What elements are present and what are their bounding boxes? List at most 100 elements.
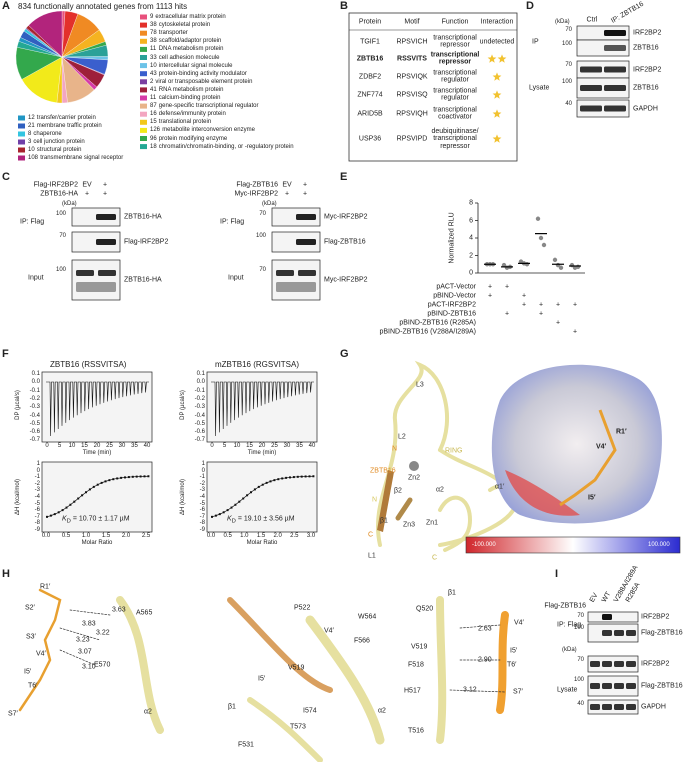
marker: 100 xyxy=(573,624,584,631)
legend-swatch xyxy=(140,111,147,117)
legend-swatch xyxy=(18,147,25,153)
sign: + xyxy=(572,301,578,309)
x-axis-label: Time (min) xyxy=(82,449,112,456)
tick-label: 2.5 xyxy=(141,532,151,539)
tick-label: -9 xyxy=(34,526,40,533)
tick-label: -0.7 xyxy=(194,437,205,444)
pie-slice xyxy=(28,10,63,58)
residue-label: 3.22 xyxy=(96,629,110,637)
table-header: Motif xyxy=(404,18,420,26)
tick-label: -8 xyxy=(199,520,205,527)
residue-label: R1′ xyxy=(40,583,51,591)
legend-swatch xyxy=(18,131,25,137)
legend-swatch xyxy=(140,136,147,141)
color-scale xyxy=(465,536,681,554)
legend-swatch xyxy=(140,71,147,77)
marker: 100 xyxy=(561,40,572,47)
sign: + xyxy=(102,181,108,189)
structure-label: L3 xyxy=(416,381,424,389)
panel-label: H xyxy=(2,568,10,581)
tick-label: 25 xyxy=(271,442,278,449)
group-label: IP: Flag xyxy=(20,218,45,226)
blot xyxy=(587,623,639,643)
legend-count: 8 xyxy=(28,130,32,137)
x-axis-label: Time (min) xyxy=(247,449,277,456)
kd-part: D xyxy=(231,518,236,525)
marker: 70 xyxy=(259,210,266,217)
kd-part: K xyxy=(227,515,232,523)
tick-label: -4 xyxy=(34,493,40,500)
band-label: ZBTB16-HA xyxy=(124,276,162,284)
structure-label: Zn2 xyxy=(408,474,421,482)
residue-label: T6′ xyxy=(507,661,517,669)
table-cell: transcriptional repressor xyxy=(433,34,477,49)
tick-label: -9 xyxy=(199,526,205,533)
legend-count: 38 xyxy=(150,21,157,28)
structure-label: RING xyxy=(445,447,463,455)
tick-label: 0.0 xyxy=(41,532,51,539)
structure-label: C xyxy=(368,531,374,539)
blot-band xyxy=(626,683,636,689)
kd-text: KD = 19.10 ± 3.56 µM xyxy=(227,515,295,525)
legend-count: 126 xyxy=(150,127,161,134)
tick-label: 25 xyxy=(106,442,113,449)
lane-label: EV xyxy=(282,181,292,189)
blot-band xyxy=(602,630,612,636)
legend-label: cell junction protein xyxy=(33,138,85,145)
table-cell: ZDBF2 xyxy=(358,73,382,81)
sign: + xyxy=(521,301,527,309)
blot-band xyxy=(590,661,600,667)
data-point xyxy=(575,264,581,270)
table-cell: USP36 xyxy=(358,135,382,143)
marker: 70 xyxy=(59,232,66,239)
blot-band xyxy=(98,270,116,276)
residue-label: S7′ xyxy=(513,688,523,696)
tick-label: 0 xyxy=(45,442,49,449)
residue-label: F518 xyxy=(408,661,424,669)
residue-label: S7′ xyxy=(8,710,18,718)
blot-band xyxy=(580,105,602,112)
legend-label: cell adhesion molecule xyxy=(158,54,220,61)
tick-label: -2 xyxy=(34,480,40,487)
blot-band xyxy=(276,282,316,292)
tick-label: -0.2 xyxy=(194,395,205,402)
tick-label: 0.1 xyxy=(196,370,205,377)
marker: 70 xyxy=(577,612,584,619)
blot-band xyxy=(276,270,294,276)
y-tick-label: 2 xyxy=(469,251,473,259)
legend-count: 10 xyxy=(150,62,157,69)
tick-label: -0.3 xyxy=(194,404,205,411)
star xyxy=(487,54,497,63)
blot xyxy=(587,655,639,673)
residue-label: F566 xyxy=(354,637,370,645)
panel-label: C xyxy=(2,171,10,184)
plot-title: mZBTB16 (RGSVITSA) xyxy=(215,359,300,369)
residue-label: V519 xyxy=(288,664,305,672)
surface xyxy=(491,364,662,524)
star xyxy=(492,109,502,118)
legend-label: DNA metabolism protein xyxy=(158,46,224,53)
blot xyxy=(576,39,630,57)
residue-label: α2 xyxy=(144,708,152,716)
tick-label: -0.4 xyxy=(29,412,40,419)
y-axis-label: ΔH (kcal/mol) xyxy=(179,478,186,516)
marker: 100 xyxy=(55,266,66,273)
legend-swatch xyxy=(140,95,147,101)
tick-label: 1.0 xyxy=(81,532,91,539)
legend-label: intercellular signal molecule xyxy=(158,62,233,69)
group-label: Input xyxy=(28,274,44,282)
residue-label: W564 xyxy=(358,613,377,621)
star xyxy=(492,72,502,81)
band-label: Flag-ZBTB16 xyxy=(641,629,683,637)
residue-label: S3′ xyxy=(26,633,36,641)
structure-label: β1 xyxy=(380,517,388,525)
tick-label: 0.5 xyxy=(61,532,71,539)
table-header: Interaction xyxy=(480,18,514,26)
structure-label: Zn1 xyxy=(426,519,439,527)
tick-label: 1 xyxy=(36,460,40,467)
zinc-sphere xyxy=(409,461,419,471)
sign: + xyxy=(504,310,510,318)
tick-label: -5 xyxy=(199,500,205,507)
legend-count: 33 xyxy=(150,54,157,61)
